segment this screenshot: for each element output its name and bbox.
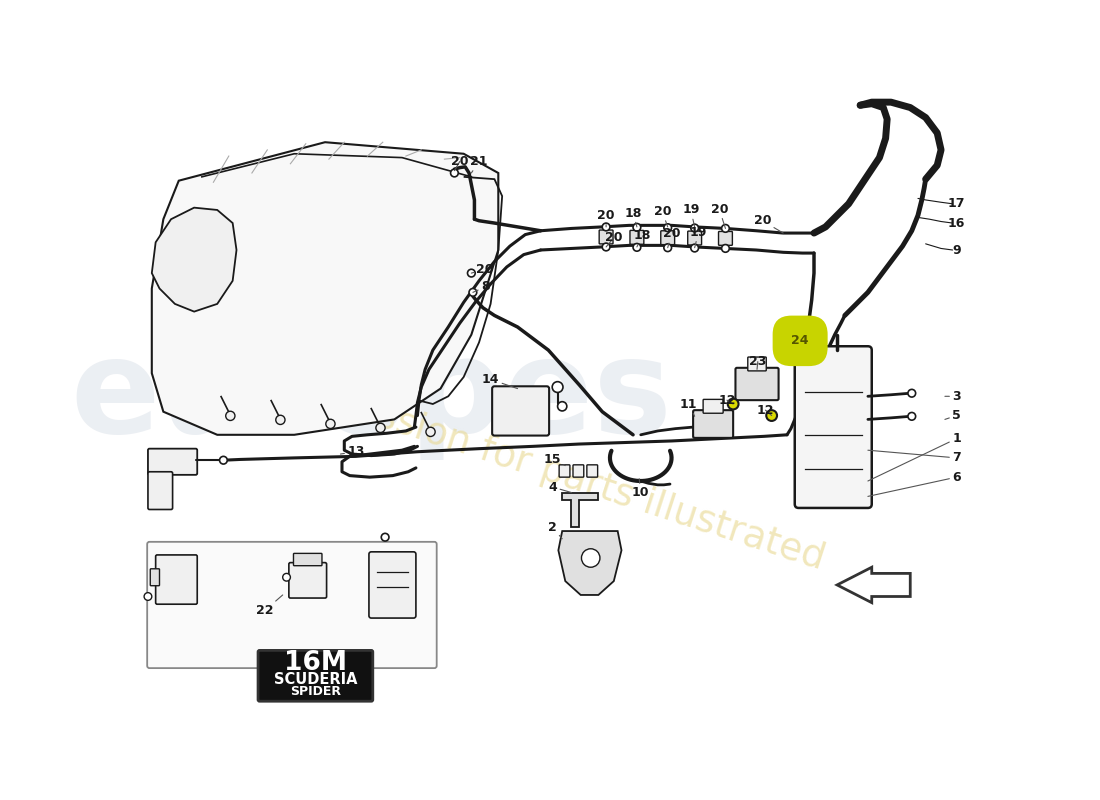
Circle shape xyxy=(426,427,436,437)
Circle shape xyxy=(634,223,641,231)
Polygon shape xyxy=(837,567,911,602)
Circle shape xyxy=(663,244,671,251)
Text: 15: 15 xyxy=(543,453,565,466)
Circle shape xyxy=(908,413,915,420)
FancyBboxPatch shape xyxy=(573,465,584,477)
Text: 18: 18 xyxy=(634,229,651,247)
Polygon shape xyxy=(152,208,236,312)
Text: 4: 4 xyxy=(549,481,572,494)
FancyBboxPatch shape xyxy=(703,399,723,414)
Text: 11: 11 xyxy=(680,398,697,416)
FancyBboxPatch shape xyxy=(693,410,733,438)
Circle shape xyxy=(786,346,795,354)
Polygon shape xyxy=(562,493,598,527)
Text: 20: 20 xyxy=(754,214,783,233)
FancyBboxPatch shape xyxy=(748,357,767,371)
Text: 5: 5 xyxy=(945,409,960,422)
FancyBboxPatch shape xyxy=(587,465,597,477)
Circle shape xyxy=(691,224,698,232)
FancyBboxPatch shape xyxy=(294,554,322,566)
Text: 16M: 16M xyxy=(284,650,346,676)
Text: 18: 18 xyxy=(625,206,641,227)
FancyBboxPatch shape xyxy=(147,449,197,475)
Circle shape xyxy=(722,245,729,252)
Circle shape xyxy=(691,244,698,252)
Circle shape xyxy=(728,398,738,410)
Text: 3: 3 xyxy=(945,390,960,403)
Circle shape xyxy=(469,289,476,296)
Text: 20: 20 xyxy=(653,205,671,227)
Circle shape xyxy=(558,402,566,411)
Text: 8: 8 xyxy=(473,281,490,294)
Text: 20: 20 xyxy=(451,155,469,170)
FancyBboxPatch shape xyxy=(147,472,173,510)
Text: 20: 20 xyxy=(472,262,494,276)
Circle shape xyxy=(283,574,290,581)
Circle shape xyxy=(634,243,641,251)
FancyBboxPatch shape xyxy=(630,230,644,244)
Circle shape xyxy=(451,169,459,177)
Circle shape xyxy=(276,415,285,425)
FancyBboxPatch shape xyxy=(794,346,871,508)
Text: 24: 24 xyxy=(791,334,808,350)
Text: 22: 22 xyxy=(256,595,283,617)
FancyBboxPatch shape xyxy=(736,368,779,400)
Circle shape xyxy=(603,243,609,251)
Text: 2: 2 xyxy=(548,521,562,538)
Circle shape xyxy=(226,411,235,421)
Circle shape xyxy=(908,390,915,397)
Text: 13: 13 xyxy=(341,446,364,458)
Circle shape xyxy=(144,593,152,600)
FancyBboxPatch shape xyxy=(289,562,327,598)
Text: 12: 12 xyxy=(757,404,774,417)
FancyBboxPatch shape xyxy=(147,542,437,668)
Text: 12: 12 xyxy=(718,394,736,406)
Circle shape xyxy=(326,419,336,429)
Text: 21: 21 xyxy=(471,155,487,173)
FancyBboxPatch shape xyxy=(718,231,733,246)
Text: SCUDERIA: SCUDERIA xyxy=(274,672,358,687)
Text: 1: 1 xyxy=(868,432,960,481)
Text: SPIDER: SPIDER xyxy=(290,686,341,698)
Text: 14: 14 xyxy=(482,373,517,389)
Text: 9: 9 xyxy=(953,243,960,257)
Text: passion for parts illustrated: passion for parts illustrated xyxy=(329,384,829,578)
Circle shape xyxy=(468,270,475,277)
Text: 20: 20 xyxy=(663,227,680,248)
Text: 23: 23 xyxy=(749,355,767,370)
Circle shape xyxy=(663,224,671,231)
Text: 19: 19 xyxy=(690,226,707,248)
Text: 7: 7 xyxy=(868,450,960,464)
FancyBboxPatch shape xyxy=(661,230,674,245)
Text: 19: 19 xyxy=(682,203,700,227)
FancyBboxPatch shape xyxy=(492,386,549,435)
Text: 17: 17 xyxy=(948,198,965,210)
Circle shape xyxy=(376,423,385,433)
Circle shape xyxy=(767,410,777,421)
FancyBboxPatch shape xyxy=(258,650,373,702)
Text: 20: 20 xyxy=(711,202,728,229)
Polygon shape xyxy=(559,531,621,595)
Text: 20: 20 xyxy=(597,209,615,227)
FancyBboxPatch shape xyxy=(151,569,160,586)
Circle shape xyxy=(722,225,729,232)
Text: 6: 6 xyxy=(868,470,960,496)
Circle shape xyxy=(552,382,563,393)
Circle shape xyxy=(603,223,609,230)
Text: europes: europes xyxy=(70,333,672,460)
FancyBboxPatch shape xyxy=(600,230,613,244)
Circle shape xyxy=(382,534,389,541)
Text: 16: 16 xyxy=(948,217,965,230)
FancyBboxPatch shape xyxy=(688,231,702,245)
Circle shape xyxy=(582,549,600,567)
FancyBboxPatch shape xyxy=(559,465,570,477)
FancyBboxPatch shape xyxy=(156,555,197,604)
Polygon shape xyxy=(152,142,498,435)
Text: 20: 20 xyxy=(605,231,623,247)
FancyBboxPatch shape xyxy=(368,552,416,618)
Circle shape xyxy=(220,456,228,464)
Text: 10: 10 xyxy=(632,478,649,499)
